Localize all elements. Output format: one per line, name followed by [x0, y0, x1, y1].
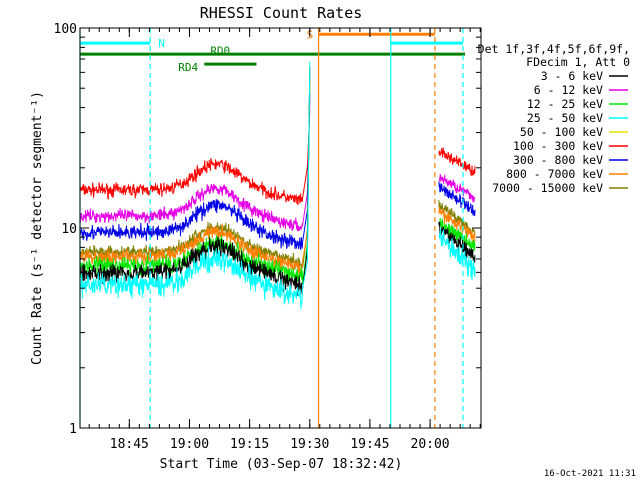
legend-header-line-2: FDecim 1, Att 0: [526, 55, 630, 69]
legend-entry-label-4: 25 - 50 keV: [527, 111, 603, 125]
y-axis-ticks: 1 10 100: [54, 22, 481, 437]
legend-entry-label-9: 7000 - 15000 keV: [492, 181, 603, 195]
y-tick-label-2: 10: [61, 222, 77, 237]
legend-entry-label-5: 50 - 100 keV: [520, 125, 603, 139]
flag-label-1: RD0: [210, 45, 230, 58]
chart-title: RHESSI Count Rates: [200, 4, 363, 22]
series-line-post-6: [438, 217, 476, 252]
series-line-5: [79, 79, 311, 276]
series-line-8: [79, 61, 311, 310]
vertical-markers: [79, 28, 464, 428]
flag-bars: NSRD0RD4: [80, 28, 465, 74]
y-tick-label-3: 100: [54, 22, 77, 37]
x-tick-label-6: 20:00: [411, 437, 450, 452]
series-line-3: [79, 93, 311, 250]
series-line-1: [79, 110, 311, 206]
legend-entry-label-2: 6 - 12 keV: [534, 83, 603, 97]
flag-label-2: RD4: [178, 61, 198, 74]
series-line-2: [79, 101, 311, 232]
x-tick-label-1: 18:45: [110, 437, 149, 452]
flag-bar-label-1: N: [158, 37, 165, 50]
footer-timestamp: 16-Oct-2021 11:31: [544, 469, 636, 479]
series-line-post-2: [438, 173, 476, 203]
series-line-post-7: [438, 221, 476, 263]
y-tick-label-1: 1: [69, 422, 77, 437]
legend: Det 1f,3f,4f,5f,6f,9f, FDecim 1, Att 0 3…: [478, 42, 630, 195]
legend-entry-label-1: 3 - 6 keV: [541, 69, 603, 83]
x-tick-label-2: 19:00: [170, 437, 209, 452]
x-axis-label: Start Time (03-Sep-07 18:32:42): [160, 457, 403, 472]
series-line-7: [79, 67, 311, 296]
legend-entry-label-3: 12 - 25 keV: [527, 97, 603, 111]
x-tick-label-5: 19:45: [350, 437, 389, 452]
x-tick-label-3: 19:15: [230, 437, 269, 452]
x-tick-label-4: 19:30: [290, 437, 329, 452]
series-line-4: [79, 86, 311, 271]
series-line-post-5: [438, 206, 476, 243]
legend-entry-label-7: 300 - 800 keV: [513, 153, 603, 167]
legend-header-line-1: Det 1f,3f,4f,5f,6f,9f,: [478, 42, 630, 56]
series-line-post-3: [438, 181, 476, 217]
legend-entry-label-8: 800 - 7000 keV: [506, 167, 603, 181]
x-axis-ticks: 18:45 19:00 19:15 19:30 19:45 20:00: [88, 28, 481, 452]
legend-entry-label-6: 100 - 300 keV: [513, 139, 603, 153]
series-line-post-1: [438, 147, 476, 176]
series-lines: [79, 61, 476, 310]
series-line-post-8: [438, 227, 476, 281]
y-axis-label: Count Rate (s⁻¹ detector segment⁻¹): [30, 91, 45, 365]
